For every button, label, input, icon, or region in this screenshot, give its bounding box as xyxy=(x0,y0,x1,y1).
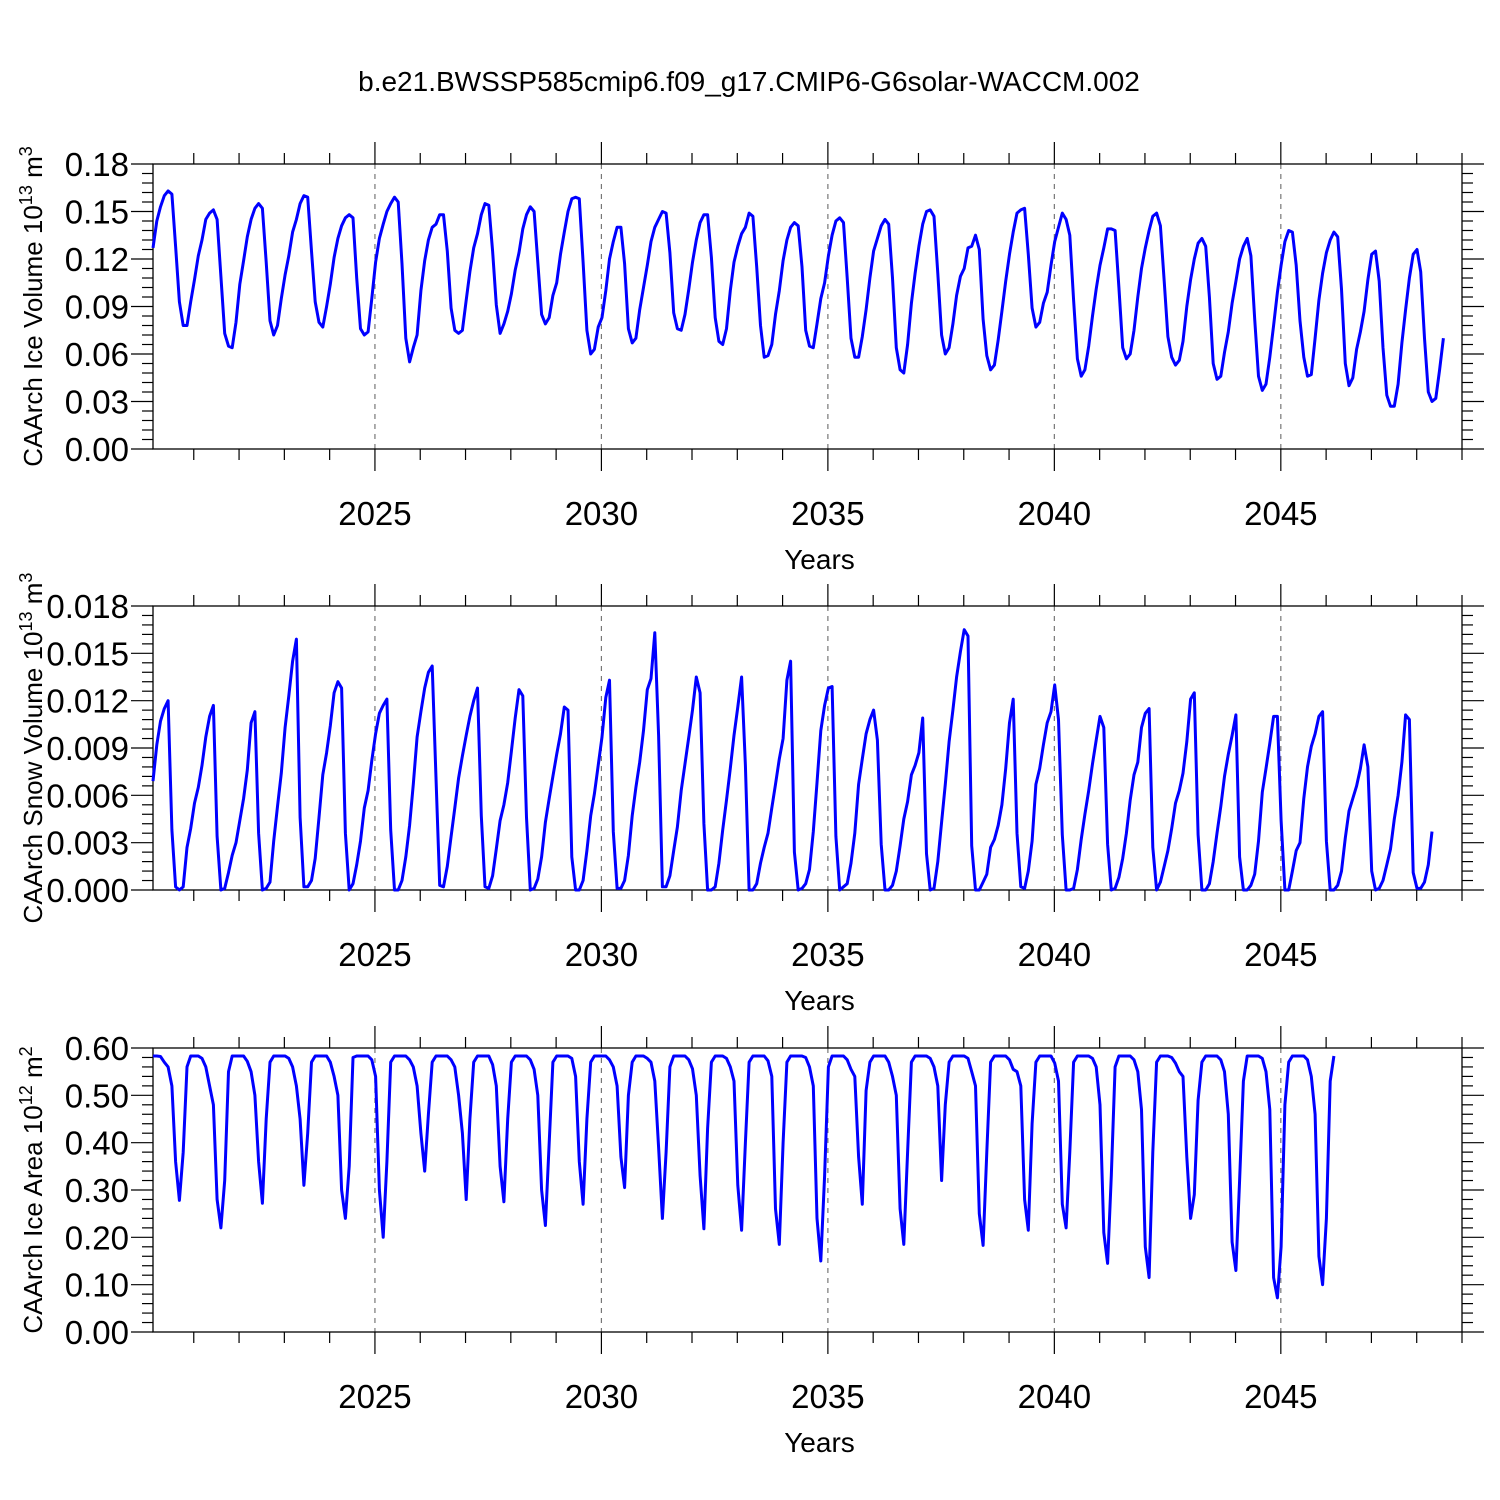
series-line-2 xyxy=(151,628,1434,892)
x-tick-label: 2030 xyxy=(565,1378,638,1415)
y-tick-label: 0.006 xyxy=(46,777,129,814)
panels: 2025 2030 2035 2040 2045 0.00 0.03 0.06 0.09 0.12… xyxy=(16,142,1484,1458)
y-axis-label-text: m xyxy=(18,1056,48,1085)
y-axis-label-text: m xyxy=(18,156,48,185)
panel-2: 2025 2030 2035 2040 2045 0.000 0.003 0.006 0.009… xyxy=(16,573,1484,1016)
y-axis-label: CAArch Ice Volume 1013 m3 xyxy=(16,146,48,467)
x-tick-label: 2035 xyxy=(791,495,864,532)
x-tick-label: 2040 xyxy=(1018,495,1091,532)
y-tick-label: 0.40 xyxy=(65,1125,129,1162)
y-tick-label: 0.18 xyxy=(65,146,129,183)
y-axis-label-text: CAArch Ice Volume 10 xyxy=(18,205,48,467)
x-axis-label: Years xyxy=(784,544,855,575)
y-tick-label: 0.50 xyxy=(65,1077,129,1114)
series-line-3 xyxy=(153,1054,1336,1300)
x-axis-label: Years xyxy=(784,985,855,1016)
x-tick-label: 2025 xyxy=(338,936,411,973)
x-tick-label: 2040 xyxy=(1018,1378,1091,1415)
panel-1: 2025 2030 2035 2040 2045 0.00 0.03 0.06 0.09 0.12… xyxy=(16,142,1484,575)
plot-frame xyxy=(152,605,1463,891)
y-tick-label: 0.09 xyxy=(65,289,129,326)
y-tick-label: 0.015 xyxy=(46,635,129,672)
y-axis-label-exponent: 12 xyxy=(16,1085,36,1105)
y-tick-label: 0.10 xyxy=(65,1267,129,1304)
y-tick-label: 0.012 xyxy=(46,683,129,720)
y-axis-label: CAArch Snow Volume 1013 m3 xyxy=(16,573,48,924)
y-axis-label-exponent: 13 xyxy=(16,611,36,631)
y-tick-label: 0.12 xyxy=(65,241,129,278)
y-tick-label: 0.30 xyxy=(65,1172,129,1209)
y-tick-label: 0.003 xyxy=(46,825,129,862)
y-axis-label-text: m xyxy=(18,583,48,612)
y-tick-label: 0.000 xyxy=(46,872,129,909)
figure-title: b.e21.BWSSP585cmip6.f09_g17.CMIP6-G6sola… xyxy=(358,66,1140,97)
y-tick-label: 0.20 xyxy=(65,1219,129,1256)
y-tick-label: 0.06 xyxy=(65,336,129,373)
y-tick-label: 0.60 xyxy=(65,1030,129,1067)
y-tick-label: 0.009 xyxy=(46,730,129,767)
y-tick-label: 0.00 xyxy=(65,431,129,468)
x-tick-label: 2035 xyxy=(791,936,864,973)
y-tick-label: 0.00 xyxy=(65,1314,129,1351)
plot-frame xyxy=(152,163,1463,450)
y-axis-label-exponent: 13 xyxy=(16,185,36,205)
x-tick-label: 2040 xyxy=(1018,936,1091,973)
y-tick-label: 0.018 xyxy=(46,588,129,625)
y-axis-label: CAArch Ice Area 1012 m2 xyxy=(16,1046,48,1333)
y-axis-label-text: CAArch Snow Volume 10 xyxy=(18,632,48,924)
x-tick-label: 2045 xyxy=(1244,495,1317,532)
y-axis-label-exponent: 3 xyxy=(16,573,36,583)
y-axis-label-exponent: 2 xyxy=(16,1046,36,1056)
x-tick-label: 2030 xyxy=(565,495,638,532)
y-tick-label: 0.15 xyxy=(65,194,129,231)
x-tick-label: 2025 xyxy=(338,1378,411,1415)
series-line-1 xyxy=(151,189,1445,408)
plot-frame xyxy=(152,1047,1463,1333)
y-axis-label-exponent: 3 xyxy=(16,146,36,156)
x-tick-label: 2045 xyxy=(1244,936,1317,973)
x-tick-label: 2045 xyxy=(1244,1378,1317,1415)
x-tick-label: 2025 xyxy=(338,495,411,532)
panel-3: 2025 2030 2035 2040 2045 0.00 0.10 0.20 0.30 0.40… xyxy=(16,1026,1484,1458)
x-tick-label: 2030 xyxy=(565,936,638,973)
x-tick-label: 2035 xyxy=(791,1378,864,1415)
y-tick-label: 0.03 xyxy=(65,384,129,421)
y-axis-label-text: CAArch Ice Area 10 xyxy=(18,1105,48,1333)
x-axis-label: Years xyxy=(784,1427,855,1458)
